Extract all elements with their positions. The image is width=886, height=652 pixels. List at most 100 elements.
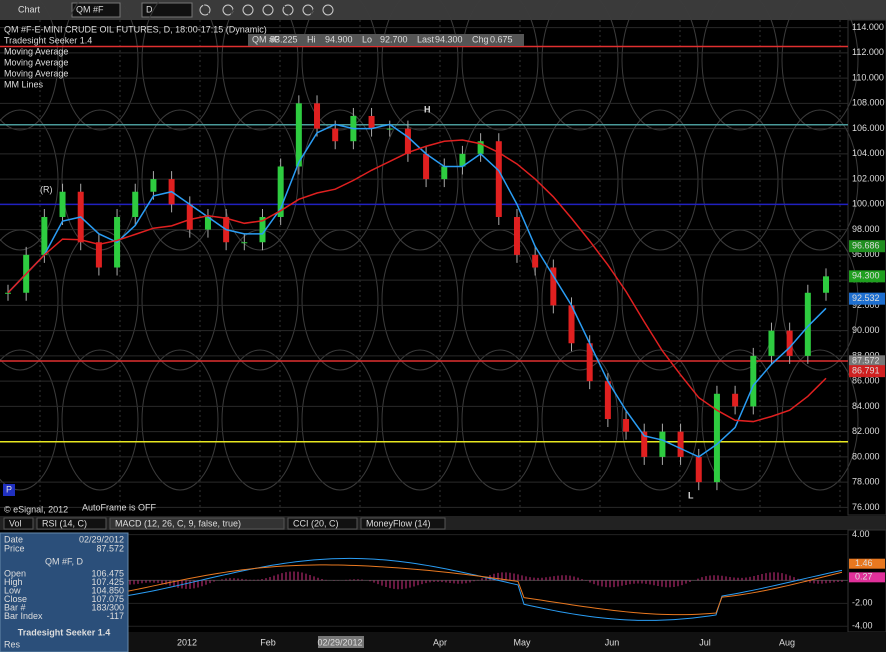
y-tick-label: 98.000 [852,224,880,234]
dw-heading: QM #F, D [45,556,84,566]
dw-value: -117 [107,611,124,621]
date-label: Jul [699,637,711,647]
y-tick-label: 106.000 [852,123,885,133]
mm-ellipse [0,0,59,131]
candle [186,204,193,230]
y-tick-label: 96.000 [852,249,880,259]
mm-ellipse [461,109,539,251]
quote-value: 0.675 [490,34,513,44]
y-tick-label: 100.000 [852,199,885,209]
candle [823,276,829,293]
price-tag [849,292,885,305]
mm-ellipse [301,109,379,251]
mm-ellipse [621,0,699,131]
mm-ellipse [781,349,859,491]
dw-label: Price [4,543,25,553]
candle [150,179,157,192]
mm-ellipse [701,109,779,251]
indicator-tab-label: MoneyFlow (14) [366,518,431,528]
indicator-tab[interactable] [36,517,107,530]
indicator-tab[interactable] [360,517,446,530]
candle [332,128,339,142]
dw-label: Bar Index [4,611,43,621]
tool-icon [199,4,211,16]
mm-ellipse [621,349,699,491]
price-axis [847,19,886,516]
candle [550,267,557,306]
dw-res: Res [4,639,21,649]
window-title: Chart [18,4,41,14]
y-tick-label: 84.000 [852,401,880,411]
indicator-tab[interactable] [3,517,34,530]
mm-ellipse [301,0,379,131]
tool-icon [262,4,274,16]
reversal-label: (R) [40,184,53,194]
y-tick-label: 92.000 [852,300,880,310]
indicator-tab[interactable] [287,517,358,530]
candle [768,330,775,356]
mm-ellipse [381,0,459,131]
candle [59,191,66,217]
mm-ellipse [221,0,299,131]
candle [532,254,539,268]
mm-ellipse [701,349,779,491]
y-tick-label: 108.000 [852,98,885,108]
price-tag-label: 87.572 [852,356,880,366]
quote-label: Hi [307,34,316,44]
moving-average [7,123,827,458]
price-tag [849,355,885,368]
mm-ellipse [461,0,539,131]
candle [368,115,375,129]
price-tag-label: 92.532 [852,293,880,303]
y-tick-label: 80.000 [852,451,880,461]
candle [41,216,48,255]
price-tag-label: 96.686 [852,241,880,251]
mm-ellipse [61,349,139,491]
macd-tick-label: -4.00 [852,621,873,631]
legend-header: QM #F-E-MINI CRUDE OIL FUTURES, D, 18:00… [4,24,267,34]
date-label: 2012 [177,637,197,647]
quote-value: 94.900 [325,34,353,44]
date-label: Apr [433,637,447,647]
candle [659,431,666,457]
dw-label: Low [4,585,21,595]
indicator-tab-label: MACD (12, 26, C, 9, false, true) [115,518,241,528]
dw-label: Close [4,594,27,604]
dw-value: 107.075 [91,594,124,604]
indicator-tab-label: Vol [9,518,22,528]
dw-label: Open [4,568,26,578]
candle [95,242,102,268]
low-label: L [688,490,694,500]
macd-tag-label: 0.27 [855,572,873,582]
mm-ellipse [541,109,619,251]
autoframe: AutoFrame is OFF [82,502,157,512]
date-label: May [513,637,531,647]
quote-label: Chg [472,34,489,44]
mm-ellipse [61,0,139,131]
tool-icon [282,4,294,16]
candle [604,381,611,420]
candle [241,242,248,244]
interval-box[interactable] [141,2,193,18]
candle [459,153,466,167]
macd-tag [849,572,885,583]
candle [750,355,757,407]
candle [477,141,484,154]
y-tick-label: 82.000 [852,426,880,436]
dw-label: Date [4,534,23,544]
symbol: QM #F [76,4,104,14]
quote-strip [248,34,524,46]
price-tag-label: 94.300 [852,271,880,281]
p-label: P [6,484,12,494]
dw-footer: Tradesight Seeker 1.4 [18,627,111,637]
y-tick-label: 90.000 [852,325,880,335]
y-tick-label: 114.000 [852,22,884,32]
legend-item: Moving Average [4,46,68,56]
legend-item: Tradesight Seeker 1.4 [4,35,92,45]
mm-ellipse [0,109,59,251]
symbol-box[interactable] [71,2,121,18]
candle [586,343,593,382]
indicator-tab[interactable] [109,517,285,530]
quote-value: 94.300 [435,34,463,44]
